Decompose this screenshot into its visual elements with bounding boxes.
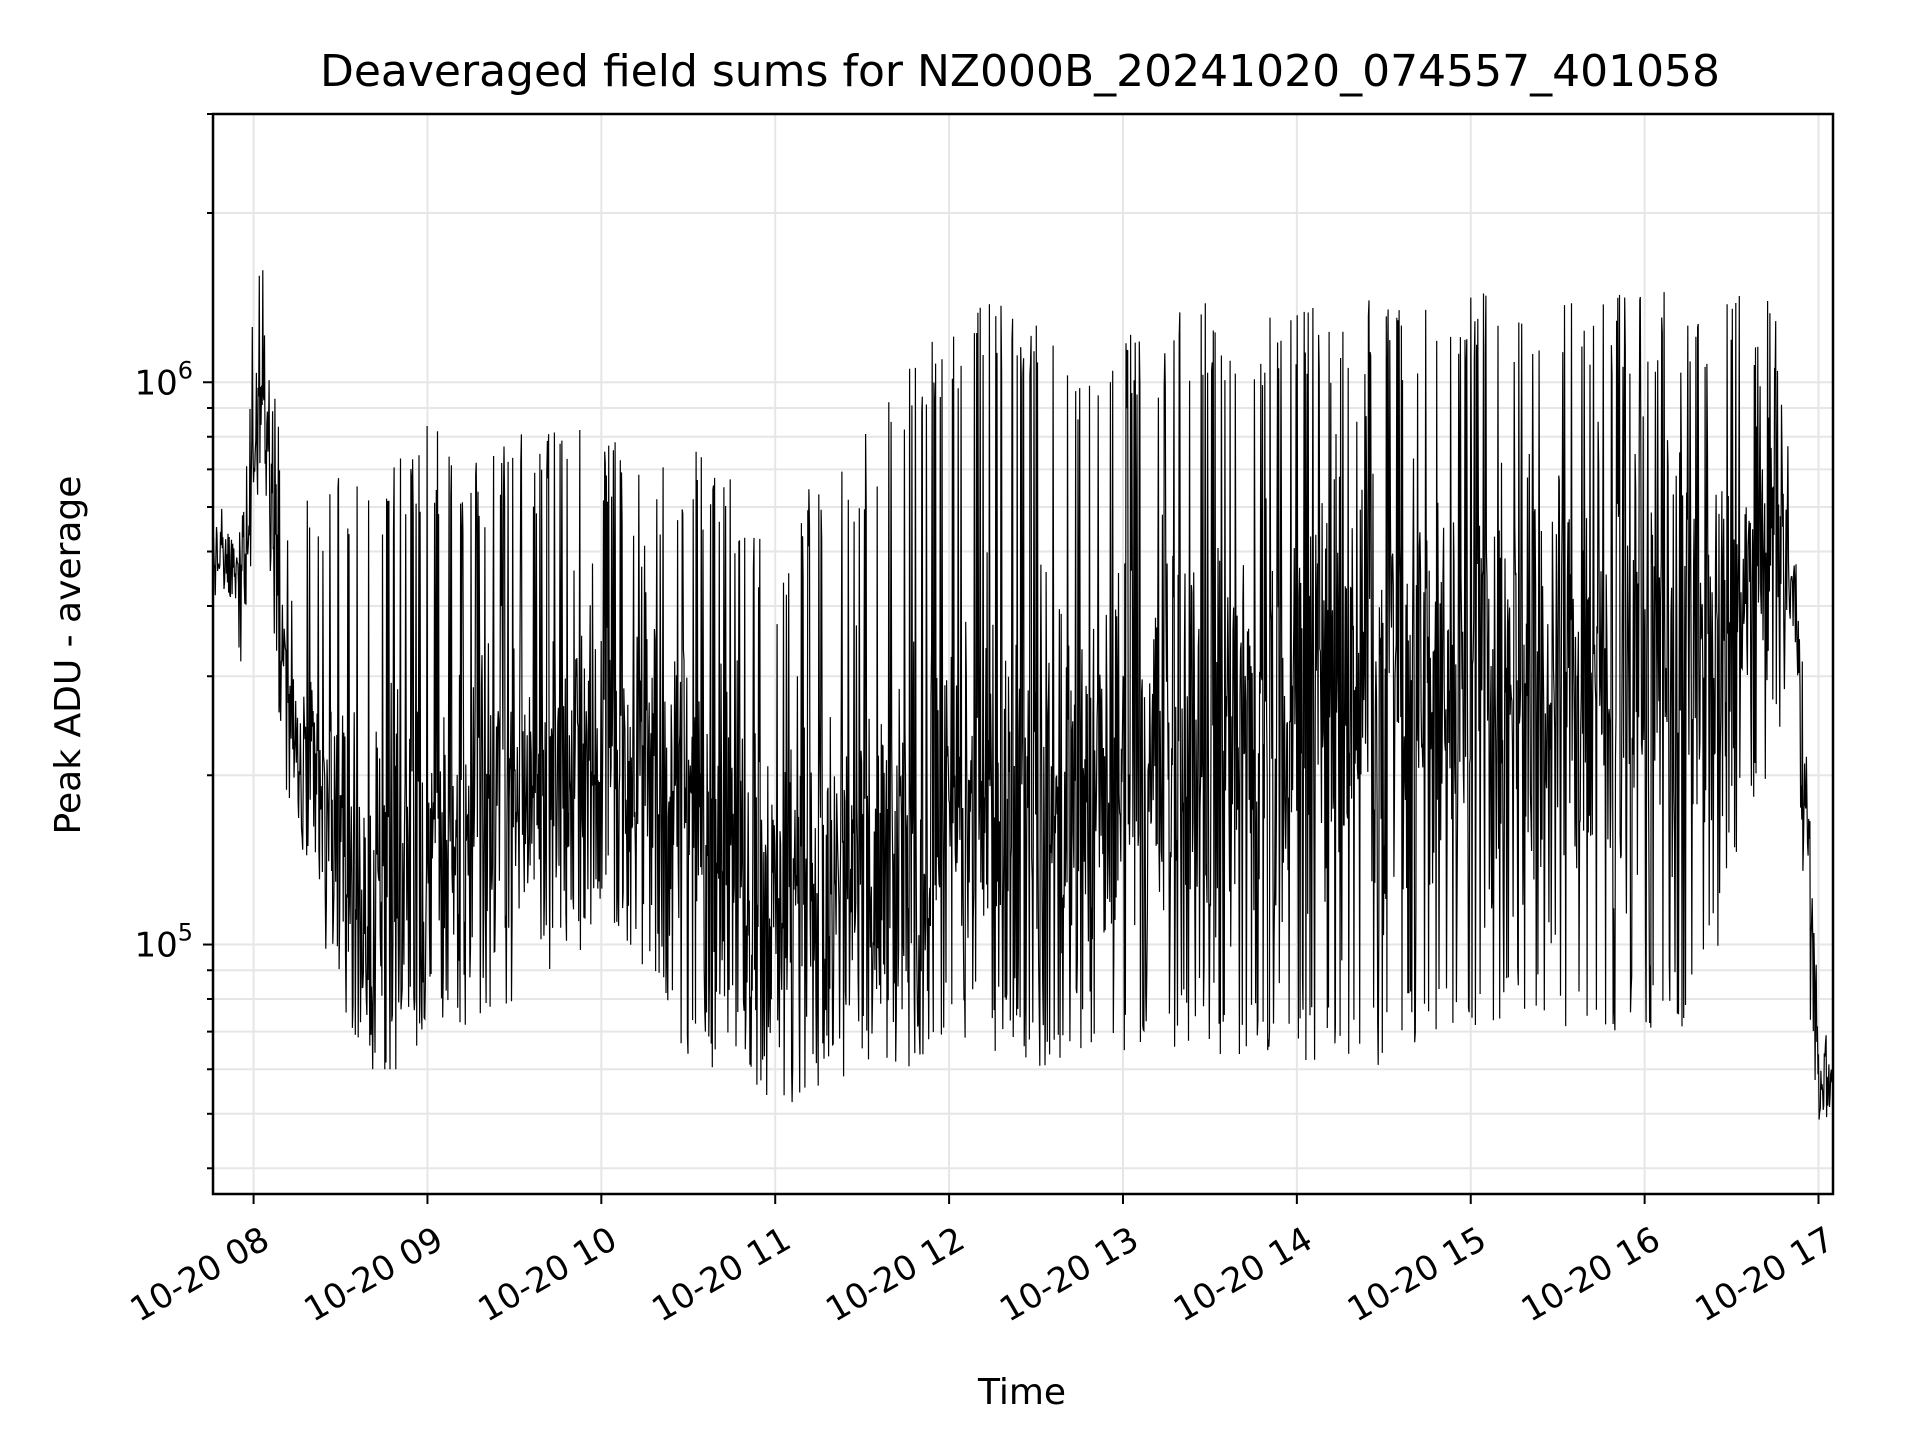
x-tick-label: 10-20 11	[645, 1219, 797, 1330]
x-tick-label: 10-20 16	[1515, 1219, 1667, 1330]
x-tick-label: 10-20 14	[1167, 1219, 1319, 1330]
x-tick-label: 10-20 17	[1689, 1219, 1841, 1330]
chart-title: Deaveraged field sums for NZ000B_2024102…	[320, 46, 1720, 97]
x-axis-label: Time	[977, 1372, 1066, 1413]
x-tick-label: 10-20 12	[819, 1219, 971, 1330]
series-line	[213, 270, 1833, 1120]
x-tick-label: 10-20 09	[298, 1219, 450, 1330]
x-tick-label: 10-20 15	[1341, 1219, 1493, 1330]
y-tick-label: 106	[134, 356, 193, 403]
x-tick-label: 10-20 13	[993, 1219, 1145, 1330]
y-tick-label: 105	[134, 919, 193, 966]
plot-frame	[211, 112, 1835, 1196]
x-tick-label: 10-20 08	[124, 1219, 276, 1330]
data-series	[213, 270, 1833, 1120]
x-tick-label: 10-20 10	[471, 1219, 623, 1330]
y-axis-label: Peak ADU - average	[48, 476, 89, 835]
